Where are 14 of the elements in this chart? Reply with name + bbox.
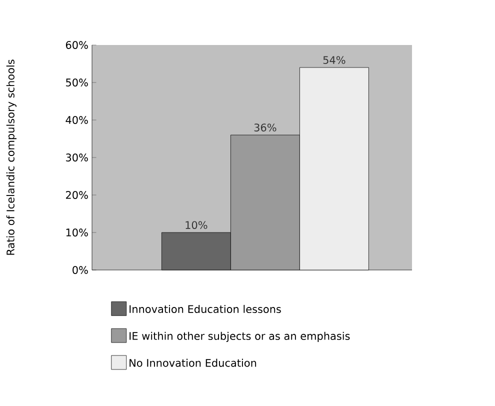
legend-label: Innovation Education lessons — [130, 304, 281, 314]
legend-label: No Innovation Education — [130, 358, 256, 367]
data-label: 10% — [186, 221, 208, 229]
y-tick-label: 30% — [66, 154, 88, 162]
y-tick-label: 60% — [66, 41, 88, 49]
y-tick-label: 20% — [66, 191, 88, 199]
y-tick-label: 10% — [66, 228, 88, 236]
y-tick-label: 40% — [66, 116, 88, 124]
y-tick-label: 0% — [72, 266, 88, 274]
data-label: 36% — [254, 124, 276, 132]
y-axis-title: Ratio of Icelandic compulsory schools — [6, 60, 16, 255]
data-label: 54% — [323, 56, 346, 64]
y-tick-label: 50% — [66, 78, 88, 86]
legend-label: IE within other subjects or as an emphasis — [130, 332, 350, 342]
